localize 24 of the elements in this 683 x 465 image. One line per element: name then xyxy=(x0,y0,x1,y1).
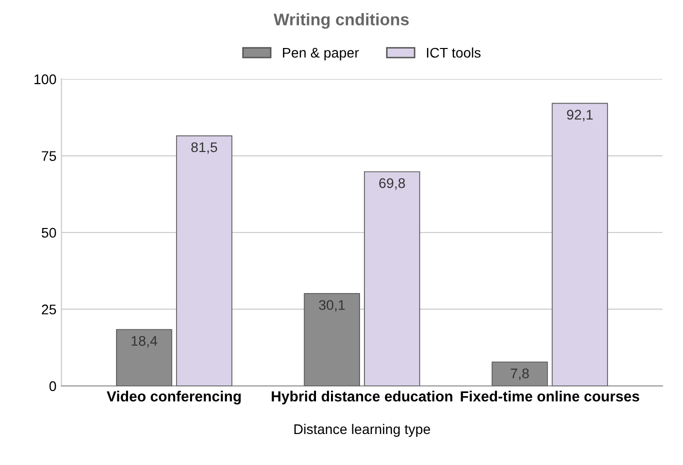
x-tick-label: Video conferencing xyxy=(106,390,241,404)
legend-label: Pen & paper xyxy=(282,48,359,60)
y-tick-label: 0 xyxy=(49,381,56,392)
data-label: 92,1 xyxy=(567,110,593,122)
data-label: 18,4 xyxy=(132,336,158,348)
y-tick-label: 25 xyxy=(42,304,56,314)
y-tick-label: 100 xyxy=(34,74,56,84)
bar xyxy=(492,362,548,386)
y-tick-label: 75 xyxy=(42,151,56,161)
data-label: 30,1 xyxy=(318,300,345,312)
x-tick-label: Hybrid distance education xyxy=(272,390,452,404)
bar xyxy=(176,135,232,386)
x-tick-label: Fixed-time online courses xyxy=(460,390,640,402)
data-label: 69,8 xyxy=(379,178,405,190)
chart-title: Writing cnditions xyxy=(274,13,409,29)
bar xyxy=(116,329,172,386)
bar xyxy=(552,102,608,386)
data-label: 7,8 xyxy=(510,368,529,380)
x-axis-title: Distance learning type xyxy=(294,424,430,437)
bar xyxy=(304,293,360,386)
data-label: 81,5 xyxy=(191,142,218,154)
bar xyxy=(364,171,420,386)
legend-label: ICT tools xyxy=(426,47,481,58)
y-tick-label: 50 xyxy=(42,228,56,238)
